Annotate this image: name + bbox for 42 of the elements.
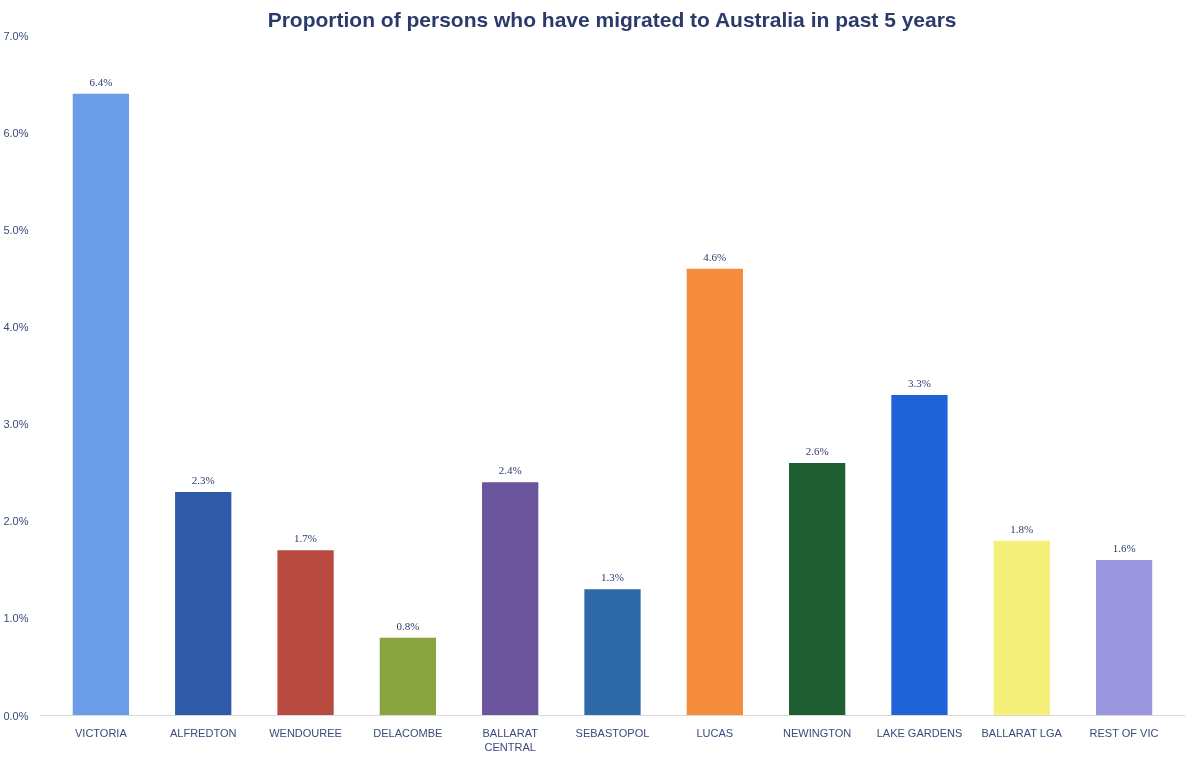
bar [789, 462, 846, 716]
y-tick-label: 5.0% [3, 223, 29, 236]
data-label: 1.8% [1010, 522, 1034, 535]
y-tick-label: 7.0% [3, 29, 29, 42]
bar [72, 93, 130, 716]
data-label: 2.6% [805, 444, 829, 457]
x-tick-label: LUCAS [696, 726, 734, 739]
data-label: 6.4% [89, 75, 113, 88]
x-tick-label: VICTORIA [75, 726, 128, 739]
y-tick-label: 3.0% [3, 418, 29, 431]
bar [891, 394, 948, 716]
bar [1095, 560, 1153, 716]
bar [686, 268, 743, 716]
x-tick-label: ALFREDTON [170, 726, 237, 739]
y-tick-label: 0.0% [3, 709, 29, 722]
x-tick-label: REST OF VIC [1089, 726, 1159, 739]
bar [584, 589, 641, 716]
x-tick-label: BALLARAT LGA [981, 726, 1063, 739]
x-tick-label: BALLARAT CENTRAL [482, 726, 539, 753]
bar [379, 637, 436, 716]
chart-title: Proportion of persons who have migrated to Australia in past 5 years [267, 7, 957, 31]
x-tick-label: LAKE GARDENS [876, 726, 963, 739]
bar [993, 540, 1050, 716]
data-label: 0.8% [396, 619, 420, 632]
data-label: 1.7% [294, 532, 317, 545]
data-label: 1.3% [601, 571, 624, 584]
data-label: 2.4% [498, 464, 522, 477]
y-tick-label: 1.0% [3, 612, 29, 625]
x-tick-label: WENDOUREE [269, 726, 342, 739]
data-label: 2.3% [191, 474, 215, 487]
x-tick-label: NEWINGTON [783, 726, 852, 739]
x-tick-label: DELACOMBE [373, 726, 443, 739]
bar [277, 550, 334, 716]
y-tick-label: 2.0% [3, 515, 29, 528]
bar [482, 482, 539, 716]
data-label: 4.6% [703, 250, 727, 263]
x-tick-label: SEBASTOPOL [575, 726, 650, 739]
bar [175, 492, 232, 716]
y-tick-label: 4.0% [3, 320, 29, 333]
data-label: 1.6% [1112, 542, 1136, 555]
data-label: 3.3% [908, 376, 931, 389]
y-tick-label: 6.0% [3, 126, 29, 139]
